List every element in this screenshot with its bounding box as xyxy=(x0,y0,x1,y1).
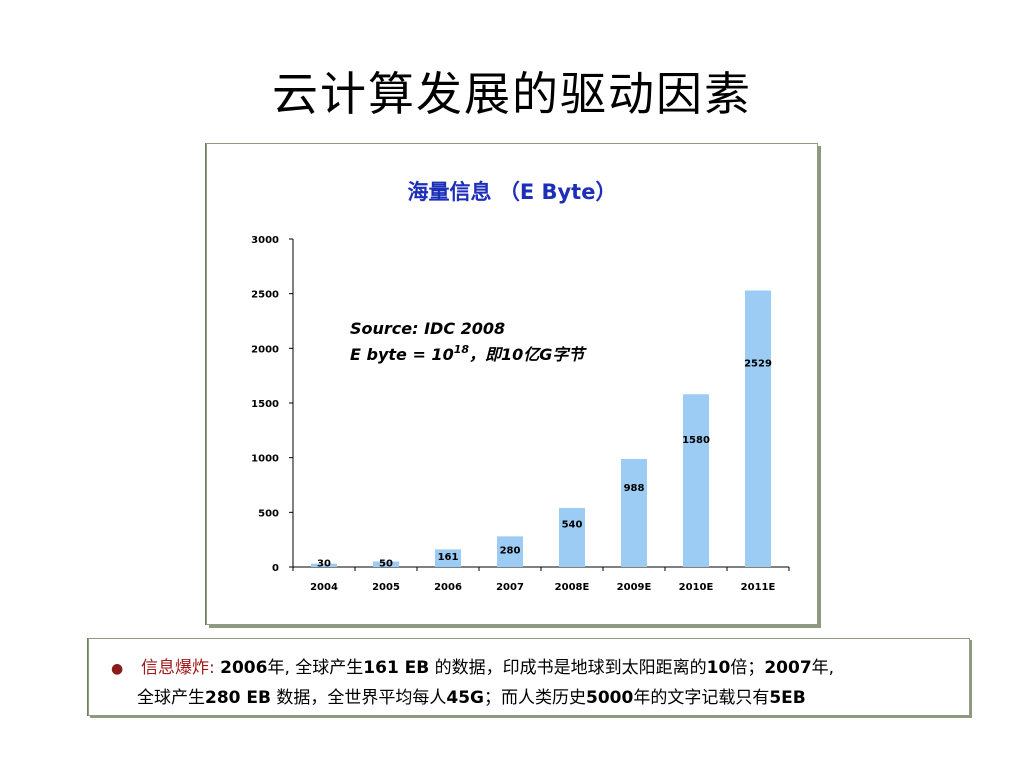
bar xyxy=(621,458,647,567)
note-text: 年, xyxy=(811,658,835,678)
chart-title: 海量信息 （E Byte） xyxy=(408,180,617,204)
note-text: 5EB xyxy=(769,688,806,708)
note-label: 信息爆炸: xyxy=(141,658,215,678)
bar xyxy=(559,507,585,567)
x-tick-label: 2011E xyxy=(741,582,776,593)
note-text: ；而人类历史 xyxy=(484,688,587,708)
bar xyxy=(745,290,771,567)
x-tick-label: 2008E xyxy=(555,582,590,593)
bar xyxy=(311,563,337,567)
bar xyxy=(683,394,709,567)
bullet-icon: ● xyxy=(111,661,124,677)
annotation-source: Source: IDC 2008 xyxy=(350,319,505,338)
bar-value-label: 30 xyxy=(317,559,331,570)
x-tick-label: 2004 xyxy=(310,582,338,593)
annotation-ebyte: E byte = 1018，即10亿G字节 xyxy=(350,343,587,364)
y-tick-label: 0 xyxy=(272,563,279,574)
note-text: 倍； xyxy=(730,658,765,678)
bar xyxy=(435,549,461,567)
note-text: 年的文字记载只有 xyxy=(633,688,770,708)
x-tick-label: 2009E xyxy=(617,582,652,593)
note-line-2: 全球产生280 EB 数据，全世界平均每人45G；而人类历史5000年的文字记载… xyxy=(137,683,806,708)
bar-chart: 海量信息 （E Byte） Source: IDC 2008 E byte = … xyxy=(251,180,790,593)
note-text: 年, 全球产生 xyxy=(267,658,364,678)
annotation-ebyte-sup: 18 xyxy=(454,343,470,356)
note-text: 161 EB xyxy=(363,658,430,678)
x-tick-label: 2005 xyxy=(372,582,400,593)
bar xyxy=(373,561,399,567)
bar-value-label: 280 xyxy=(500,546,521,557)
y-tick-label: 1000 xyxy=(251,454,279,465)
chart-frame: 海量信息 （E Byte） Source: IDC 2008 E byte = … xyxy=(206,143,818,625)
bar-value-label: 50 xyxy=(379,559,393,570)
note-text: 5000 xyxy=(586,688,634,708)
x-tick-label: 2010E xyxy=(679,582,714,593)
note-text: 45G xyxy=(446,688,485,708)
bar-value-label: 161 xyxy=(438,552,459,563)
note-text: 2006 xyxy=(220,658,268,678)
y-tick-label: 2500 xyxy=(251,290,279,301)
slide-title: 云计算发展的驱动因素 xyxy=(272,67,752,121)
y-tick-label: 1500 xyxy=(251,399,279,410)
note-text: 的数据，印成书是地球到太阳距离的 xyxy=(429,658,707,678)
bar xyxy=(497,536,523,567)
bar-value-label: 988 xyxy=(624,483,645,494)
bar-value-label: 1580 xyxy=(682,435,710,446)
note-text: 10 xyxy=(706,658,731,678)
x-tick-label: 2007 xyxy=(496,582,524,593)
note-text: 全球产生 xyxy=(137,688,205,708)
annotation-ebyte-suffix: ，即10亿G字节 xyxy=(469,345,587,364)
y-tick-label: 500 xyxy=(258,508,279,519)
note-line-1: ● 信息爆炸: 2006年, 全球产生161 EB 的数据，印成书是地球到太阳距离… xyxy=(111,653,834,678)
annotation-ebyte-prefix: E byte = 10 xyxy=(350,345,454,364)
bar-value-label: 2529 xyxy=(744,358,772,369)
y-tick-label: 3000 xyxy=(251,235,279,246)
note-text: 数据，全世界平均每人 xyxy=(270,688,447,708)
note-text: 2007 xyxy=(764,658,812,678)
x-tick-label: 2006 xyxy=(434,582,462,593)
note-text: 280 EB xyxy=(205,688,271,708)
note-box: ● 信息爆炸: 2006年, 全球产生161 EB 的数据，印成书是地球到太阳距离… xyxy=(88,638,970,716)
y-tick-label: 2000 xyxy=(251,344,279,355)
chart-annotation: Source: IDC 2008 E byte = 1018，即10亿G字节 xyxy=(350,319,587,364)
bar-value-label: 540 xyxy=(562,519,583,530)
